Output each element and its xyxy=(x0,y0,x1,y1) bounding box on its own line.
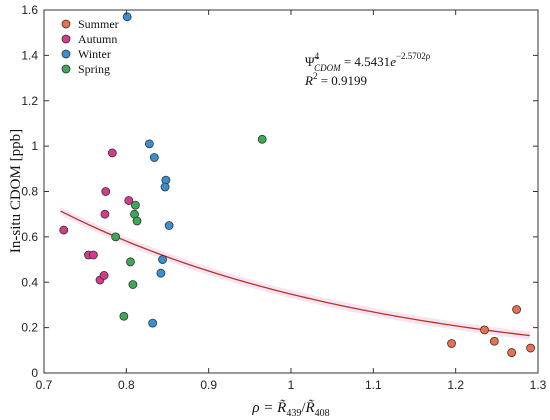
data-point-summer xyxy=(526,343,535,353)
x-axis-label-div: / xyxy=(301,400,306,416)
x-axis-label-den: R̃ xyxy=(305,400,315,416)
data-point-winter xyxy=(156,268,166,278)
x-axis-label: ρ = R̃439/R̃408 xyxy=(251,400,329,419)
y-tick-label: 1 xyxy=(31,139,38,153)
data-point-autumn xyxy=(107,148,117,158)
data-point-summer xyxy=(480,325,489,335)
legend-marker-summer xyxy=(61,19,71,29)
series-winter xyxy=(122,12,174,328)
x-tick-label: 1 xyxy=(288,378,295,392)
fit-equation-exp: −2.5702ρ xyxy=(396,51,431,61)
x-tick-label: 1.3 xyxy=(530,378,547,392)
legend-label-spring: Spring xyxy=(78,62,110,76)
x-tick-label: 0.8 xyxy=(118,378,135,392)
data-point-spring xyxy=(257,134,267,144)
y-tick-label: 1.2 xyxy=(21,94,38,108)
data-point-winter xyxy=(158,255,167,264)
fit-equation-sub: CDOM xyxy=(314,63,341,73)
x-axis-ticks: 0.7 0.8 0.9 1 1.1 1.2 1.3 xyxy=(36,10,547,392)
data-points xyxy=(59,12,535,357)
data-point-summer xyxy=(447,339,456,348)
legend-label-winter: Winter xyxy=(78,47,111,61)
series-spring xyxy=(111,134,267,321)
data-point-autumn xyxy=(99,271,109,280)
fit-equation-mid: = 4.5431 xyxy=(341,54,391,69)
data-point-winter xyxy=(160,182,170,192)
data-point-winter xyxy=(164,221,174,230)
fit-r2: R2 = 0.9199 xyxy=(304,71,367,88)
legend-marker-winter xyxy=(61,49,71,59)
data-point-summer xyxy=(489,336,499,346)
x-axis-label-num-sub: 439 xyxy=(286,408,301,419)
fit-equation: Ψ̃4 CDOM = 4.5431e−2.5702ρ xyxy=(305,51,431,73)
data-point-winter xyxy=(149,153,159,162)
plot-background xyxy=(44,10,538,373)
x-axis-label-den-sub: 408 xyxy=(315,408,330,419)
data-point-spring xyxy=(132,216,142,226)
series-autumn xyxy=(59,148,134,285)
y-tick-label: 1.4 xyxy=(21,48,38,62)
data-point-autumn xyxy=(89,250,98,260)
legend-marker-autumn xyxy=(61,34,71,44)
y-tick-label: 0 xyxy=(31,366,38,380)
data-point-autumn xyxy=(100,209,110,219)
data-point-summer xyxy=(507,348,517,357)
y-tick-label: 0.6 xyxy=(21,230,38,244)
data-point-spring xyxy=(111,232,121,242)
y-tick-label: 0.2 xyxy=(21,321,38,335)
data-point-spring xyxy=(128,280,138,289)
fit-r2-lhs: R xyxy=(304,73,313,88)
legend-marker-spring xyxy=(61,64,71,74)
data-point-spring xyxy=(119,311,129,321)
data-point-autumn xyxy=(124,196,134,205)
y-axis-label: In-situ CDOM [ppb] xyxy=(8,129,24,253)
x-axis-label-num: R̃ xyxy=(276,400,286,416)
fit-equation-base: e xyxy=(390,54,396,69)
data-point-spring xyxy=(126,257,135,267)
legend-label-autumn: Autumn xyxy=(78,32,117,46)
x-tick-label: 1.1 xyxy=(365,378,382,392)
data-point-spring xyxy=(130,200,140,210)
data-point-autumn xyxy=(59,225,69,235)
x-tick-label: 0.7 xyxy=(36,378,53,392)
data-point-winter xyxy=(122,12,132,22)
x-axis-label-lhs: ρ = xyxy=(251,400,277,416)
data-point-winter xyxy=(144,139,154,149)
x-tick-label: 1.2 xyxy=(447,378,464,392)
y-tick-label: 0.8 xyxy=(21,185,38,199)
fit-equation-sup: 4 xyxy=(315,51,320,61)
y-axis-ticks: 0 0.2 0.4 0.6 0.8 1 1.2 1.4 1.6 xyxy=(21,3,538,380)
data-point-summer xyxy=(512,305,521,314)
y-tick-label: 1.6 xyxy=(21,3,38,17)
x-tick-label: 0.9 xyxy=(200,378,217,392)
fit-r2-sup: 2 xyxy=(313,71,318,81)
y-tick-label: 0.4 xyxy=(21,275,38,289)
fit-r2-rhs: = 0.9199 xyxy=(317,73,367,88)
legend-label-summer: Summer xyxy=(78,17,119,31)
data-point-autumn xyxy=(101,187,111,196)
fit-curve xyxy=(60,210,530,337)
data-point-winter xyxy=(148,318,158,328)
series-summer xyxy=(447,305,535,357)
